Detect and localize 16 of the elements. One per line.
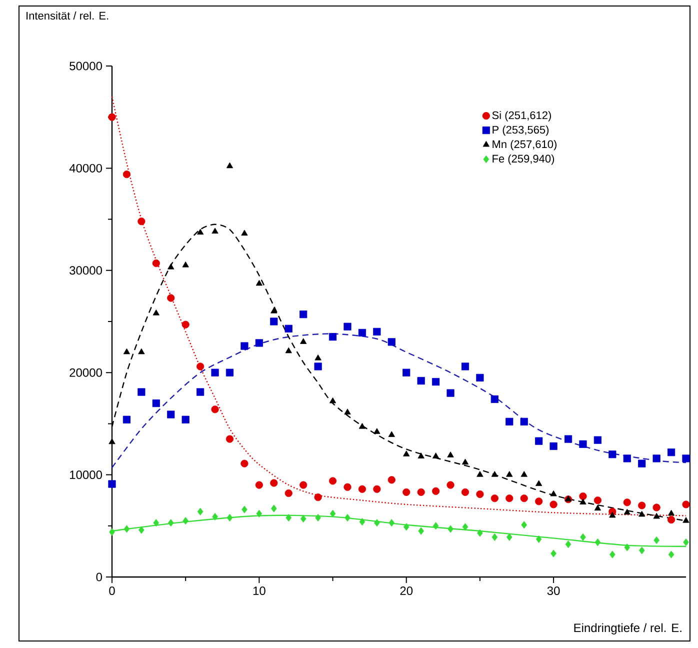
y-tick-label: 20000 <box>70 368 102 377</box>
legend-label: Fe (259,940) <box>492 154 554 165</box>
y-tick-label: 0 <box>96 572 102 582</box>
y-tick-label: 50000 <box>70 62 102 70</box>
x-axis-title: Eindringtiefe / rel. E. <box>574 623 682 634</box>
x-tick-label: 30 <box>547 586 560 596</box>
x-tick-label: 10 <box>253 586 266 596</box>
y-tick-label: 10000 <box>70 470 102 480</box>
y-tick-label: 40000 <box>69 164 102 172</box>
x-tick-label: 0 <box>109 586 115 596</box>
y-axis-title: Intensität / rel. E. <box>26 12 108 20</box>
x-tick-label: 20 <box>400 586 413 596</box>
legend-label: Mn (257,610) <box>492 140 556 150</box>
legend-label: P (253,565) <box>492 126 549 136</box>
y-tick-label: 30000 <box>70 266 102 275</box>
legend-label: Si (251,612) <box>492 111 551 122</box>
